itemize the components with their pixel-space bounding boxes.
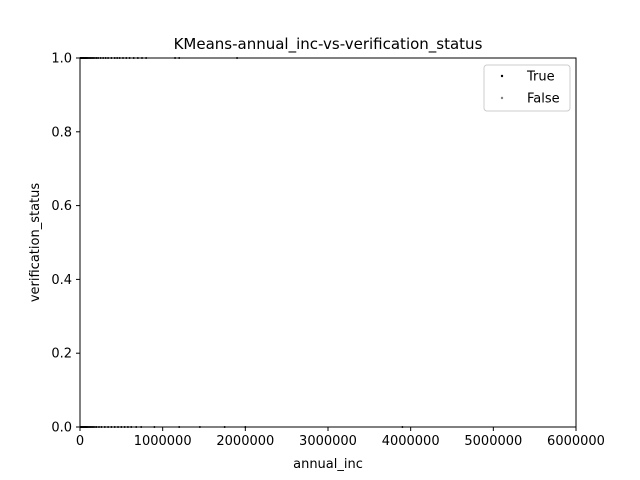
chart-title: KMeans-annual_inc-vs-verification_status [174,35,483,54]
x-axis-label: annual_inc [293,457,363,472]
y-tick-label: 0.2 [51,347,72,362]
legend-marker [500,96,504,100]
x-tick-label: 4000000 [382,434,440,449]
x-tick-label: 0 [76,434,84,449]
legend-label: False [527,92,560,107]
x-tick-label: 2000000 [216,434,274,449]
y-axis-label: verification_status [28,183,43,303]
x-tick-label: 5000000 [464,434,522,449]
legend-marker [500,74,504,78]
y-axis-ticks: 0.0 0.2 0.4 0.6 0.8 1.0 [51,52,80,436]
legend: True False [483,64,571,112]
y-tick-label: 0.8 [51,125,72,140]
y-tick-label: 1.0 [51,52,72,67]
x-tick-label: 3000000 [299,434,357,449]
x-axis-ticks: 0 1000000 2000000 3000000 4000000 5000000 6000… [76,427,605,449]
x-tick-label: 1000000 [134,434,192,449]
y-tick-label: 0.0 [51,421,72,436]
y-tick-label: 0.6 [51,199,72,214]
legend-items: True False [500,70,560,107]
y-tick-label: 0.4 [51,273,72,288]
legend-label: True [526,70,555,85]
x-tick-label: 6000000 [547,434,605,449]
legend-box [483,64,571,112]
